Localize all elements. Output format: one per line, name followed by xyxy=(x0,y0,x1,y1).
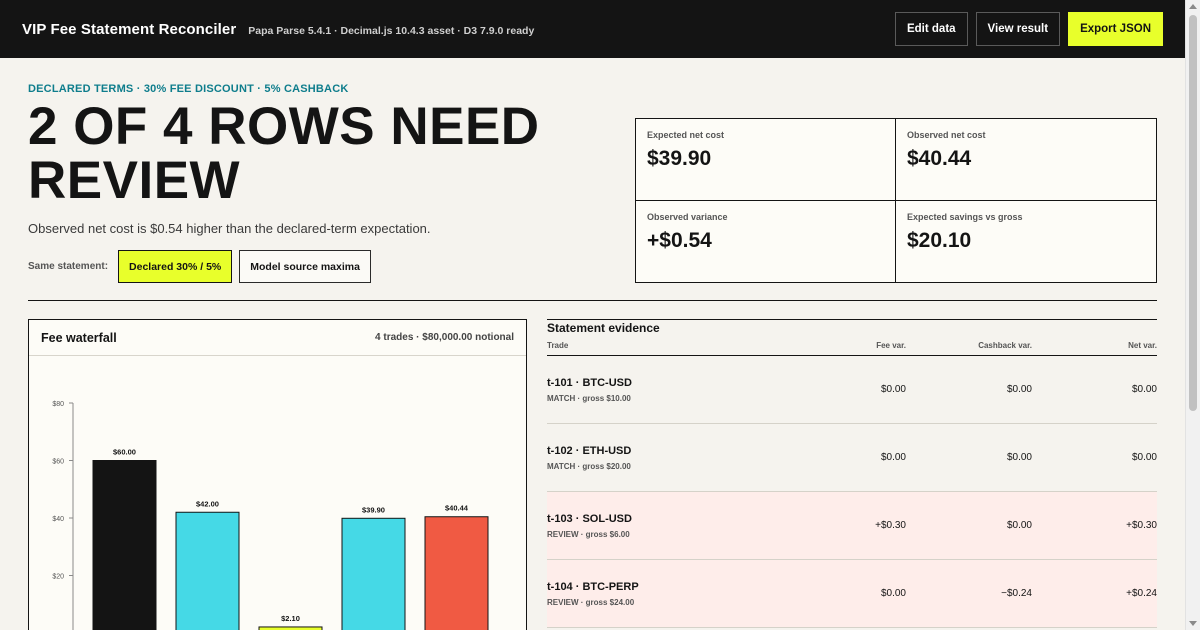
bar-value-label: $2.10 xyxy=(281,614,300,623)
trade-status: REVIEW · gross $6.00 xyxy=(547,529,630,539)
edit-data-button[interactable]: Edit data xyxy=(894,12,968,46)
net-var-cell: +$0.30 xyxy=(1126,520,1157,531)
cashback-var-cell: $0.00 xyxy=(1006,520,1032,531)
fee-var-cell: $0.00 xyxy=(880,452,906,463)
y-tick-label: $40 xyxy=(52,516,64,523)
page-scrollbar[interactable] xyxy=(1185,0,1200,630)
metric-value: $20.10 xyxy=(907,228,972,252)
metric-value: +$0.54 xyxy=(647,228,712,252)
trade-id: t-101 · BTC-USD xyxy=(547,376,632,389)
trade-cell: t-104 · BTC-PERP REVIEW · gross $24.00 xyxy=(547,581,779,607)
net-var-cell: $0.00 xyxy=(1131,452,1157,463)
bar-value-label: $42.00 xyxy=(196,499,219,508)
table-row[interactable]: t-102 · ETH-USD MATCH · gross $20.00 $0.… xyxy=(547,424,1157,492)
trade-status: REVIEW · gross $24.00 xyxy=(547,597,635,607)
export-json-button[interactable]: Export JSON xyxy=(1068,12,1163,46)
scroll-up-arrow-icon[interactable] xyxy=(1189,4,1197,9)
trade-id: t-104 · BTC-PERP xyxy=(547,580,639,593)
waterfall-bar xyxy=(92,460,157,630)
metric-expected-savings: Expected savings vs gross $20.10 xyxy=(896,201,1156,283)
table-row[interactable]: t-103 · SOL-USD REVIEW · gross $6.00 +$0… xyxy=(547,492,1157,560)
cashback-var-cell: $0.00 xyxy=(1006,452,1032,463)
fee-waterfall-chart: $0$20$40$60$80$60.00$42.00$2.10$39.90$40… xyxy=(52,401,489,630)
app-title: VIP Fee Statement Reconciler xyxy=(22,20,237,38)
fee-var-cell: $0.00 xyxy=(880,384,906,395)
y-tick-label: $20 xyxy=(52,574,64,581)
metric-label: Observed net cost xyxy=(907,130,986,140)
waterfall-bar xyxy=(175,511,240,630)
col-cashback-var: Cashback var. xyxy=(978,340,1032,350)
chart-meta: 4 trades · $80,000.00 notional xyxy=(375,332,514,343)
metric-value: $39.90 xyxy=(647,147,712,170)
bar-value-label: $60.00 xyxy=(113,448,136,457)
model-source-maxima-option[interactable]: Model source maxima xyxy=(239,250,371,283)
scroll-down-arrow-icon[interactable] xyxy=(1189,621,1197,626)
trade-cell: t-102 · ETH-USD MATCH · gross $20.00 xyxy=(547,445,779,471)
metric-expected-net-cost: Expected net cost $39.90 xyxy=(636,119,896,201)
chart-header: Fee waterfall 4 trades · $80,000.00 noti… xyxy=(29,320,526,356)
trade-status: MATCH · gross $10.00 xyxy=(547,393,631,403)
bar-value-label: $39.90 xyxy=(362,505,385,514)
evidence-top-rule xyxy=(547,319,1157,320)
y-tick-label: $80 xyxy=(52,401,64,408)
metric-label: Expected savings vs gross xyxy=(907,211,1023,222)
col-net-var: Net var. xyxy=(1128,340,1157,350)
fee-var-cell: $0.00 xyxy=(880,588,906,599)
trade-cell: t-103 · SOL-USD REVIEW · gross $6.00 xyxy=(547,513,779,539)
section-divider xyxy=(28,300,1157,301)
col-trade: Trade xyxy=(547,340,569,350)
waterfall-bar xyxy=(424,516,489,630)
metric-observed-variance: Observed variance +$0.54 xyxy=(636,200,896,282)
cashback-var-cell: $0.00 xyxy=(1006,384,1032,395)
metric-label: Observed variance xyxy=(647,211,728,222)
y-tick-label: $60 xyxy=(52,459,64,466)
declared-terms-option[interactable]: Declared 30% / 5% xyxy=(118,250,233,283)
view-result-button[interactable]: View result xyxy=(975,12,1061,46)
toggle-label: Same statement: xyxy=(28,261,109,272)
table-row[interactable]: t-104 · BTC-PERP REVIEW · gross $24.00 $… xyxy=(547,560,1157,628)
net-var-cell: $0.00 xyxy=(1131,384,1157,395)
trade-status: MATCH · gross $20.00 xyxy=(547,461,631,471)
declared-terms-eyebrow: DECLARED TERMS · 30% FEE DISCOUNT · 5% C… xyxy=(28,83,349,95)
net-var-cell: +$0.24 xyxy=(1126,588,1157,599)
trade-cell: t-101 · BTC-USD MATCH · gross $10.00 xyxy=(547,377,779,403)
metrics-grid: Expected net cost $39.90 Observed net co… xyxy=(635,118,1157,283)
review-headline: 2 OF 4 ROWS NEED REVIEW xyxy=(28,97,540,210)
evidence-header-row: Trade Fee var. Cashback var. Net var. xyxy=(547,335,1157,356)
statement-toggle: Same statement: Declared 30% / 5% Model … xyxy=(28,250,378,283)
waterfall-bar xyxy=(341,517,406,630)
trade-id: t-102 · ETH-USD xyxy=(547,444,632,457)
cashback-var-cell: −$0.24 xyxy=(1001,588,1032,599)
fee-waterfall-card: Fee waterfall 4 trades · $80,000.00 noti… xyxy=(28,319,527,630)
statement-evidence: Statement evidence Trade Fee var. Cashba… xyxy=(547,319,1157,628)
evidence-title: Statement evidence xyxy=(547,321,660,335)
fee-var-cell: +$0.30 xyxy=(875,520,906,531)
top-bar: VIP Fee Statement Reconciler Papa Parse … xyxy=(0,0,1185,58)
variance-summary: Observed net cost is $0.54 higher than t… xyxy=(28,221,431,236)
trade-id: t-103 · SOL-USD xyxy=(547,512,632,525)
chart-title: Fee waterfall xyxy=(41,330,117,345)
library-status: Papa Parse 5.4.1 · Decimal.js 10.4.3 ass… xyxy=(248,24,535,37)
table-row[interactable]: t-101 · BTC-USD MATCH · gross $10.00 $0.… xyxy=(547,356,1157,424)
bar-value-label: $40.44 xyxy=(445,504,469,513)
scroll-thumb[interactable] xyxy=(1189,15,1197,411)
col-fee-var: Fee var. xyxy=(876,340,906,350)
metric-value: $40.44 xyxy=(907,147,972,170)
top-actions: Edit data View result Export JSON xyxy=(894,12,1163,46)
metric-observed-net-cost: Observed net cost $40.44 xyxy=(896,119,1156,201)
metric-label: Expected net cost xyxy=(647,130,725,140)
